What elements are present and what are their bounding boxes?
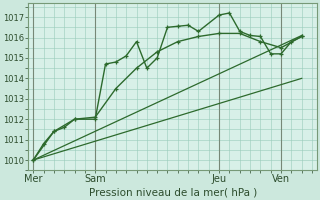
X-axis label: Pression niveau de la mer( hPa ): Pression niveau de la mer( hPa ) [89,187,257,197]
